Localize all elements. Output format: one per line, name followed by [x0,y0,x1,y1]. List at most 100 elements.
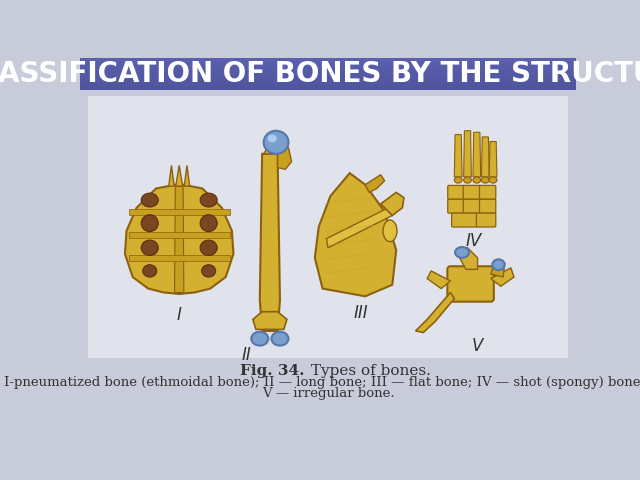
Polygon shape [176,166,182,186]
Bar [80,80,576,82]
Text: Types of bones.: Types of bones. [307,364,431,378]
Bar [80,70,576,71]
Text: I-pneumatized bone (ethmoidal bone); II — long bone; III — flat bone; IV — shot : I-pneumatized bone (ethmoidal bone); II … [4,376,640,389]
Bar [80,59,576,60]
Ellipse shape [202,265,216,277]
FancyBboxPatch shape [448,199,465,213]
Text: III: III [354,304,369,322]
Bar [80,88,576,89]
FancyBboxPatch shape [479,185,496,199]
Bar [80,69,576,70]
Bar [80,86,576,87]
Bar [80,76,576,77]
Bar [80,60,576,61]
Polygon shape [260,154,280,331]
Bar [80,75,576,77]
Bar [80,58,576,59]
FancyBboxPatch shape [452,213,477,227]
Polygon shape [169,166,174,186]
Text: CLASSIFICATION OF BONES BY THE STRUCTURE: CLASSIFICATION OF BONES BY THE STRUCTURE [0,60,640,88]
Ellipse shape [454,177,462,183]
Bar [80,61,576,62]
Bar [80,67,576,69]
Ellipse shape [141,193,158,207]
Bar [80,89,576,90]
Ellipse shape [268,134,277,142]
Polygon shape [184,166,189,186]
Polygon shape [415,292,454,333]
Polygon shape [125,185,234,294]
Ellipse shape [141,215,158,232]
Ellipse shape [264,131,289,154]
Bar [80,67,576,68]
Polygon shape [175,186,184,292]
Ellipse shape [271,332,289,346]
Text: V: V [472,337,483,355]
Bar [80,58,576,90]
Polygon shape [278,148,292,169]
FancyBboxPatch shape [479,199,496,213]
FancyBboxPatch shape [448,185,465,199]
Polygon shape [481,137,489,177]
Text: Fig. 34.: Fig. 34. [240,364,305,378]
Bar [80,62,576,64]
Polygon shape [491,260,505,277]
Bar [80,79,576,81]
Bar [80,82,576,83]
Bar [80,79,576,80]
FancyBboxPatch shape [463,185,481,199]
Bar [80,84,576,85]
Bar [80,74,576,75]
Polygon shape [463,131,472,177]
Ellipse shape [200,240,217,255]
Bar [80,87,576,88]
Bar [80,78,576,79]
Bar [80,87,576,89]
Ellipse shape [473,177,481,183]
Polygon shape [129,208,230,215]
Bar [80,64,576,65]
Ellipse shape [252,332,268,346]
FancyBboxPatch shape [476,213,496,227]
Bar [80,71,576,72]
Polygon shape [428,271,451,288]
Bar [80,68,576,69]
Text: V — irregular bone.: V — irregular bone. [262,387,394,400]
Ellipse shape [489,177,497,183]
Bar [80,66,576,67]
Bar [80,85,576,86]
Bar [80,63,576,64]
Polygon shape [489,142,497,177]
Polygon shape [129,232,230,238]
Polygon shape [491,268,514,286]
Bar [80,65,576,66]
Text: I: I [177,306,182,324]
FancyBboxPatch shape [463,199,481,213]
Ellipse shape [481,177,489,183]
Polygon shape [457,248,477,269]
Polygon shape [473,132,481,177]
Bar [80,81,576,82]
Text: II: II [242,347,252,364]
Polygon shape [365,175,385,192]
Ellipse shape [200,193,217,207]
Polygon shape [326,208,392,248]
Polygon shape [129,255,230,261]
Bar [80,72,576,73]
Bar [80,77,576,78]
Ellipse shape [143,265,157,277]
FancyBboxPatch shape [447,266,494,302]
Polygon shape [253,312,287,329]
Polygon shape [264,140,289,154]
Bar [80,73,576,74]
Bar [80,74,576,76]
Bar [80,61,576,63]
Ellipse shape [200,215,217,232]
Polygon shape [315,173,396,296]
Ellipse shape [383,220,397,241]
Ellipse shape [455,247,469,258]
Bar [88,96,568,358]
Polygon shape [381,192,404,216]
Text: IV: IV [465,232,482,251]
Ellipse shape [492,259,505,270]
